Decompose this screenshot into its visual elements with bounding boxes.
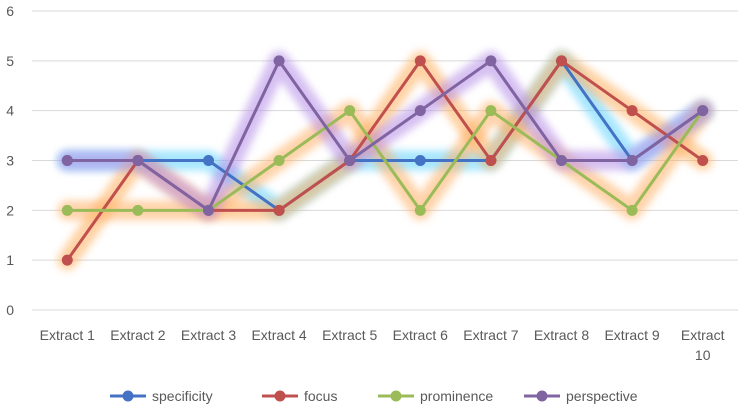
series-perspective [61, 55, 709, 216]
data-point [485, 155, 497, 166]
data-point [344, 155, 356, 166]
legend-label: perspective [566, 388, 638, 404]
legend-label: specificity [152, 388, 213, 404]
x-tick-label: Extract 3 [181, 327, 236, 343]
x-tick-label-line: Extract 4 [251, 327, 306, 343]
data-point [556, 55, 567, 67]
legend-marker [536, 390, 548, 402]
data-point [61, 254, 73, 266]
y-tick-label: 6 [6, 3, 14, 19]
x-tick-label-line: Extract 1 [40, 327, 95, 343]
data-point [626, 105, 638, 117]
series-lines [61, 55, 709, 266]
y-tick-label: 3 [6, 153, 14, 169]
y-tick-label: 4 [6, 103, 14, 119]
x-tick-label-line: Extract 6 [393, 327, 448, 343]
data-point [485, 55, 497, 67]
legend-marker [274, 390, 286, 402]
x-tick-label-line: Extract 3 [181, 327, 236, 343]
data-point [273, 55, 285, 67]
legend-item: specificity [110, 388, 213, 404]
y-tick-label: 2 [6, 202, 14, 218]
y-tick-label: 1 [6, 252, 14, 268]
x-tick-label: Extract 6 [393, 327, 448, 343]
data-point [485, 105, 497, 117]
legend-item: focus [262, 388, 337, 404]
data-point [203, 155, 214, 166]
data-point [626, 204, 638, 216]
data-point [414, 204, 426, 216]
y-tick-label: 5 [6, 53, 14, 69]
legend-marker [390, 390, 402, 402]
data-point [132, 204, 144, 216]
y-tick-label: 0 [6, 302, 14, 318]
x-tick-label-line: Extract [681, 327, 725, 343]
x-tick-label: Extract 1 [40, 327, 95, 343]
data-point [697, 155, 709, 166]
series-line [67, 109, 704, 212]
data-point [273, 204, 285, 216]
legend-label: focus [304, 388, 337, 404]
data-point [203, 204, 214, 216]
legend-marker [122, 390, 134, 402]
x-tick-label: Extract 10 [681, 327, 725, 363]
x-tick-label: Extract 4 [251, 327, 306, 343]
x-tick-label: Extract 7 [463, 327, 518, 343]
x-tick-label: Extract 5 [322, 327, 377, 343]
data-point [556, 155, 567, 166]
x-tick-label: Extract 9 [604, 327, 659, 343]
data-point [344, 105, 356, 117]
data-point [626, 155, 638, 166]
x-tick-label-line: Extract 9 [604, 327, 659, 343]
x-tick-label-line: Extract 2 [110, 327, 165, 343]
series-line [67, 59, 704, 212]
data-point [414, 155, 426, 166]
x-tick-label-line: Extract 8 [534, 327, 589, 343]
data-point [414, 105, 426, 117]
x-tick-label: Extract 8 [534, 327, 589, 343]
legend: specificity focus prominence perspective [110, 388, 638, 404]
x-axis-tick-labels: Extract 1 Extract 2 Extract 3 Extract 4 Extr… [40, 327, 725, 363]
data-point [61, 204, 73, 216]
data-point [414, 55, 426, 67]
x-tick-label-line: Extract 7 [463, 327, 518, 343]
x-tick-label-line: 10 [695, 347, 711, 363]
y-axis-tick-labels: 0 1 2 3 4 5 6 [6, 3, 14, 318]
legend-item: prominence [378, 388, 493, 404]
data-point [697, 105, 709, 117]
legend-label: prominence [420, 388, 493, 404]
data-point [132, 155, 144, 166]
x-tick-label-line: Extract 5 [322, 327, 377, 343]
legend-item: perspective [524, 388, 638, 404]
data-point [273, 155, 285, 166]
x-tick-label: Extract 2 [110, 327, 165, 343]
data-point [61, 155, 73, 166]
